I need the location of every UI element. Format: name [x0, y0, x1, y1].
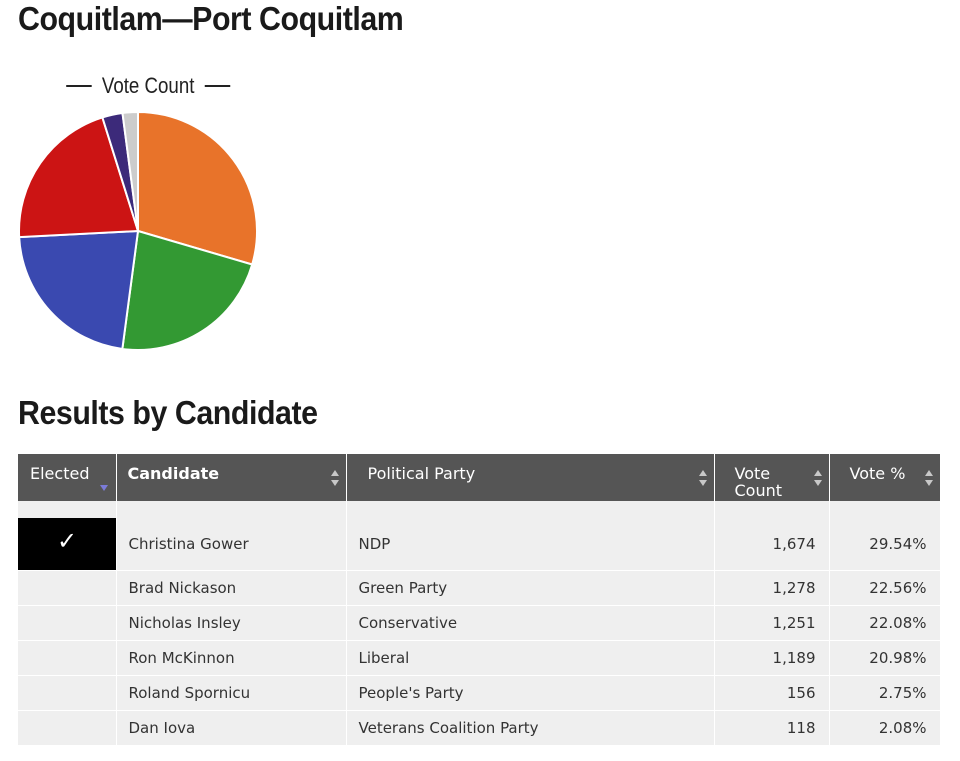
- page-title: Coquitlam—Port Coquitlam: [18, 0, 404, 37]
- votes-cell: 1,251: [714, 605, 830, 641]
- pie-slice-2[interactable]: [121, 229, 254, 351]
- elected-cell: [18, 570, 117, 606]
- party-cell: Veterans Coalition Party: [346, 710, 715, 746]
- votes-cell: 1,674: [714, 501, 830, 571]
- votes-cell: 118: [714, 710, 830, 746]
- party-cell: People's Party: [346, 675, 715, 711]
- elected-cell: ✓: [18, 501, 117, 571]
- elected-cell: [18, 675, 117, 711]
- elected-cell: [18, 710, 117, 746]
- candidate-cell: Roland Spornicu: [116, 675, 347, 711]
- legend-label: Vote Count: [101, 73, 195, 98]
- results-table: Elected Candidate Political Party Vote C…: [18, 454, 941, 746]
- votes-cell: 156: [714, 675, 830, 711]
- legend-line-right: [204, 85, 231, 87]
- chart-legend[interactable]: Vote Count: [56, 72, 240, 100]
- candidate-cell: Christina Gower: [116, 501, 347, 571]
- pie-slice-3[interactable]: [18, 229, 140, 351]
- elected-check-icon: ✓: [18, 518, 116, 570]
- percent-cell: 20.98%: [829, 640, 941, 676]
- percent-cell: 22.08%: [829, 605, 941, 641]
- header-party[interactable]: Political Party: [346, 454, 715, 501]
- legend-line-left: [66, 85, 92, 87]
- elected-cell: [18, 605, 117, 641]
- votes-cell: 1,278: [714, 570, 830, 606]
- percent-cell: 22.56%: [829, 570, 941, 606]
- table-row: ✓ Christina Gower NDP 1,674 29.54%: [18, 501, 941, 571]
- candidate-cell: Dan Iova: [116, 710, 347, 746]
- pie-slice-1[interactable]: [137, 110, 258, 266]
- party-cell: Green Party: [346, 570, 715, 606]
- candidate-cell: Brad Nickason: [116, 570, 347, 606]
- header-candidate[interactable]: Candidate: [116, 454, 347, 501]
- sort-icon: [924, 469, 933, 486]
- pie-slice-4[interactable]: [18, 116, 140, 239]
- percent-cell: 2.08%: [829, 710, 941, 746]
- header-party-label: Political Party: [367, 464, 476, 483]
- candidate-cell: Ron McKinnon: [116, 640, 347, 676]
- table-row: Nicholas Insley Conservative 1,251 22.08…: [18, 605, 941, 641]
- sort-icon: [698, 469, 707, 486]
- party-cell: Liberal: [346, 640, 715, 676]
- percent-cell: 2.75%: [829, 675, 941, 711]
- table-header-row: Elected Candidate Political Party Vote C…: [18, 454, 941, 501]
- header-vote-percent-label: Vote %: [849, 464, 906, 483]
- pie-slice-6[interactable]: [121, 110, 139, 232]
- party-cell: Conservative: [346, 605, 715, 641]
- sort-icon: [330, 469, 339, 486]
- elected-cell: [18, 640, 117, 676]
- party-cell: NDP: [346, 501, 715, 571]
- header-vote-percent[interactable]: Vote %: [829, 454, 941, 501]
- header-elected-label: Elected: [30, 464, 90, 483]
- sort-desc-icon: [100, 485, 108, 491]
- table-row: Dan Iova Veterans Coalition Party 118 2.…: [18, 710, 941, 746]
- header-candidate-label: Candidate: [127, 464, 220, 483]
- table-row: Roland Spornicu People's Party 156 2.75%: [18, 675, 941, 711]
- candidate-cell: Nicholas Insley: [116, 605, 347, 641]
- percent-cell: 29.54%: [829, 501, 941, 571]
- results-heading: Results by Candidate: [18, 394, 318, 431]
- pie-chart: [18, 110, 258, 351]
- votes-cell: 1,189: [714, 640, 830, 676]
- header-vote-count[interactable]: Vote Count: [714, 454, 830, 501]
- sort-icon: [813, 469, 822, 486]
- table-row: Brad Nickason Green Party 1,278 22.56%: [18, 570, 941, 606]
- header-vote-count-label: Vote Count: [734, 464, 783, 500]
- table-row: Ron McKinnon Liberal 1,189 20.98%: [18, 640, 941, 676]
- header-elected[interactable]: Elected: [18, 454, 117, 501]
